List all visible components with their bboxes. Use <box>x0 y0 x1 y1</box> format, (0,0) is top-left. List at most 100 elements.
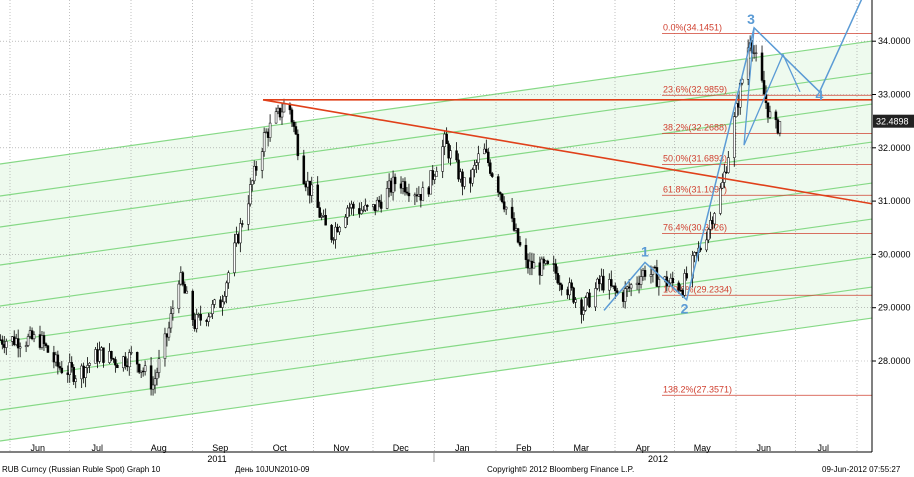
candle-body <box>280 111 284 118</box>
candle-body <box>683 273 686 296</box>
candle-body <box>405 191 409 194</box>
candle-body <box>185 290 189 294</box>
candle-body <box>733 116 736 158</box>
candle-body <box>766 102 770 118</box>
candle-body <box>588 292 591 308</box>
candle-body <box>572 287 575 303</box>
candle-body <box>502 201 506 210</box>
fib-label: 0.0%(34.1451) <box>663 22 722 32</box>
candle-body <box>1 339 4 345</box>
candle-body <box>112 358 115 360</box>
fib-label: 76.4%(30.3926) <box>663 222 727 232</box>
candle-body <box>306 180 310 188</box>
candle-body <box>736 103 740 108</box>
channel-line <box>0 182 872 307</box>
candle-body <box>155 372 159 380</box>
candle-body <box>774 111 778 121</box>
candle-body <box>613 285 617 292</box>
channel-band <box>0 104 872 306</box>
candle-body <box>211 304 214 314</box>
instrument-label: RUB Curncy (Russian Ruble Spot) Graph 10 <box>2 465 161 474</box>
candle-body <box>72 367 75 382</box>
candle-body <box>695 252 698 254</box>
candle-body <box>294 126 298 135</box>
candle-body <box>727 157 730 173</box>
candle-body <box>540 258 544 276</box>
x-month-label: Dec <box>393 443 410 453</box>
candle-body <box>153 378 157 386</box>
candle-body <box>524 244 528 260</box>
x-month-label: Jul <box>818 443 830 453</box>
candle-body <box>671 277 675 284</box>
wave-label: 2 <box>681 301 689 317</box>
candle-body <box>221 301 224 308</box>
candle-body <box>193 319 196 329</box>
candle-body <box>143 365 147 372</box>
candle-body <box>157 358 161 373</box>
candle-body <box>469 177 472 184</box>
candle-body <box>233 242 236 273</box>
candle-body <box>274 111 278 124</box>
candle-body <box>86 365 89 368</box>
x-year-label: 2012 <box>648 454 668 464</box>
candle-body <box>28 330 32 337</box>
candle-body <box>473 165 476 170</box>
candle-body <box>94 349 97 364</box>
candle-body <box>169 313 173 329</box>
candle-body <box>181 272 185 285</box>
candle-body <box>449 150 452 159</box>
candle-body <box>171 308 175 314</box>
fibonacci-levels: 0.0%(34.1451) 23.6%(32.9859) 38.2%(32.2688… <box>662 22 872 396</box>
candle-body <box>752 52 756 55</box>
candle-body <box>514 228 518 231</box>
x-month-label: Aug <box>151 443 167 453</box>
candle-body <box>282 103 286 113</box>
candle-body <box>126 365 129 368</box>
candle-body <box>566 289 569 296</box>
y-tick-label: 33.0000 <box>878 90 911 100</box>
candle-body <box>594 288 597 308</box>
elliott-wave-path <box>603 0 863 311</box>
candle-body <box>580 299 583 315</box>
candle-body <box>552 263 556 265</box>
candle-body <box>532 262 536 269</box>
wave-label: 3 <box>747 11 755 27</box>
candle-body <box>371 204 375 207</box>
candle-body <box>574 299 577 303</box>
candle-body <box>165 333 169 338</box>
x-month-label: Feb <box>516 443 532 453</box>
y-tick-label: 34.0000 <box>878 36 911 46</box>
candle-body <box>475 162 478 166</box>
y-tick-label: 30.0000 <box>878 249 911 259</box>
candle-body <box>518 242 522 246</box>
candle-body <box>334 226 337 240</box>
candle-body <box>711 220 714 225</box>
candle-body <box>669 277 673 284</box>
x-month-label: Mar <box>574 443 590 453</box>
candle-body <box>629 284 633 289</box>
candle-body <box>516 228 520 243</box>
candle-body <box>151 384 155 390</box>
candle-body <box>177 283 181 309</box>
candle-body <box>14 338 18 345</box>
candle-body <box>348 207 351 209</box>
candle-body <box>137 363 141 373</box>
candle-body <box>746 47 750 80</box>
candle-body <box>135 352 139 365</box>
candle-body <box>318 207 321 218</box>
fib-label: 38.2%(32.2688) <box>663 122 727 132</box>
candle-body <box>491 173 494 177</box>
candle-body <box>693 252 696 256</box>
candle-body <box>427 187 431 195</box>
candle-body <box>324 215 327 226</box>
candle-body <box>18 346 22 349</box>
candle-body <box>80 365 83 380</box>
candle-body <box>110 351 113 359</box>
channel-line <box>0 72 872 197</box>
channel-line <box>0 40 872 165</box>
candle-body <box>68 362 72 375</box>
candle-body <box>58 366 62 369</box>
candle-body <box>5 341 8 348</box>
y-tick-label: 31.0000 <box>878 196 911 206</box>
candle-body <box>429 170 433 195</box>
